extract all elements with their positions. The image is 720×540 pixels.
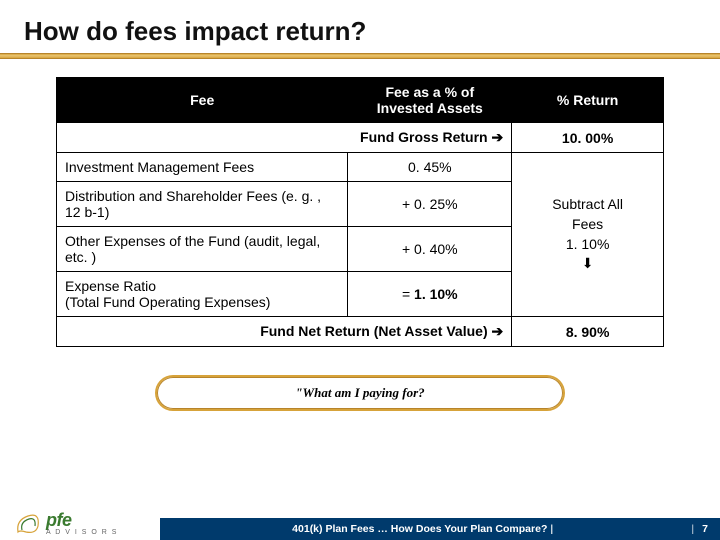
gross-return-value: 10. 00% [512,123,664,153]
fee-label-text: Distribution and Shareholder Fees (e. g.… [65,188,321,220]
subtract-line3: 1. 10% [520,235,655,255]
expense-ratio-prefix: = [402,286,414,302]
th-return: % Return [512,78,664,123]
pfe-swirl-icon [14,510,42,536]
net-return-value: 8. 90% [512,317,664,347]
table-row: Investment Management Fees 0. 45% Subtra… [57,153,664,182]
pfe-logo-text: pfe A D V I S O R S [46,511,118,536]
footer: pfe A D V I S O R S NFA 401(k) Plan Fees… [0,500,720,540]
pfe-logo: pfe A D V I S O R S [14,510,118,536]
fee-label: Distribution and Shareholder Fees (e. g.… [57,182,348,227]
gross-return-row: Fund Gross Return ➔ 10. 00% [57,123,664,153]
fee-value: + 0. 40% [348,227,512,272]
expense-ratio-bold: 1. 10% [414,286,458,302]
expense-ratio-line1: Expense Ratio [65,278,156,294]
fee-table: Fee Fee as a % of Invested Assets % Retu… [56,77,664,347]
down-arrow-icon: ⬇ [520,254,655,274]
th-fee: Fee [57,78,348,123]
th-pct-assets: Fee as a % of Invested Assets [348,78,512,123]
pfe-logo-sub: A D V I S O R S [46,529,118,536]
net-return-row: Fund Net Return (Net Asset Value) ➔ 8. 9… [57,317,664,347]
fee-value: 0. 45% [348,153,512,182]
title-bar: How do fees impact return? [0,0,720,53]
content-area: Fee Fee as a % of Invested Assets % Retu… [0,59,720,411]
subtract-cell: Subtract All Fees 1. 10% ⬇ [512,153,664,317]
page-indicator: | 7 [685,523,720,535]
fee-label: Investment Management Fees [57,153,348,182]
table-header-row: Fee Fee as a % of Invested Assets % Retu… [57,78,664,123]
fee-value: + 0. 25% [348,182,512,227]
gross-return-label: Fund Gross Return [360,129,491,145]
footer-title: 401(k) Plan Fees … How Does Your Plan Co… [292,523,547,535]
footer-text: 401(k) Plan Fees … How Does Your Plan Co… [160,523,685,535]
gross-return-label-cell: Fund Gross Return ➔ [57,123,512,153]
footer-separator: | [550,523,553,535]
right-arrow-icon: ➔ [492,129,504,145]
net-return-label: Fund Net Return (Net Asset Value) [260,323,491,339]
expense-ratio-line2: (Total Fund Operating Expenses) [65,294,270,310]
page-separator: | [691,523,694,535]
pfe-logo-main: pfe [46,511,118,529]
expense-ratio-label: Expense Ratio (Total Fund Operating Expe… [57,272,348,317]
net-return-label-cell: Fund Net Return (Net Asset Value) ➔ [57,317,512,347]
expense-ratio-value: = 1. 10% [348,272,512,317]
fee-label: Other Expenses of the Fund (audit, legal… [57,227,348,272]
page-number: 7 [702,523,708,535]
subtract-line1: Subtract All [520,195,655,215]
right-arrow-icon: ➔ [492,323,504,339]
fee-label-text: Other Expenses of the Fund (audit, legal… [65,233,320,265]
page-title: How do fees impact return? [24,16,720,47]
subtract-line2: Fees [520,215,655,235]
callout-box: "What am I paying for? [155,375,565,411]
footer-bar: 401(k) Plan Fees … How Does Your Plan Co… [160,518,720,540]
